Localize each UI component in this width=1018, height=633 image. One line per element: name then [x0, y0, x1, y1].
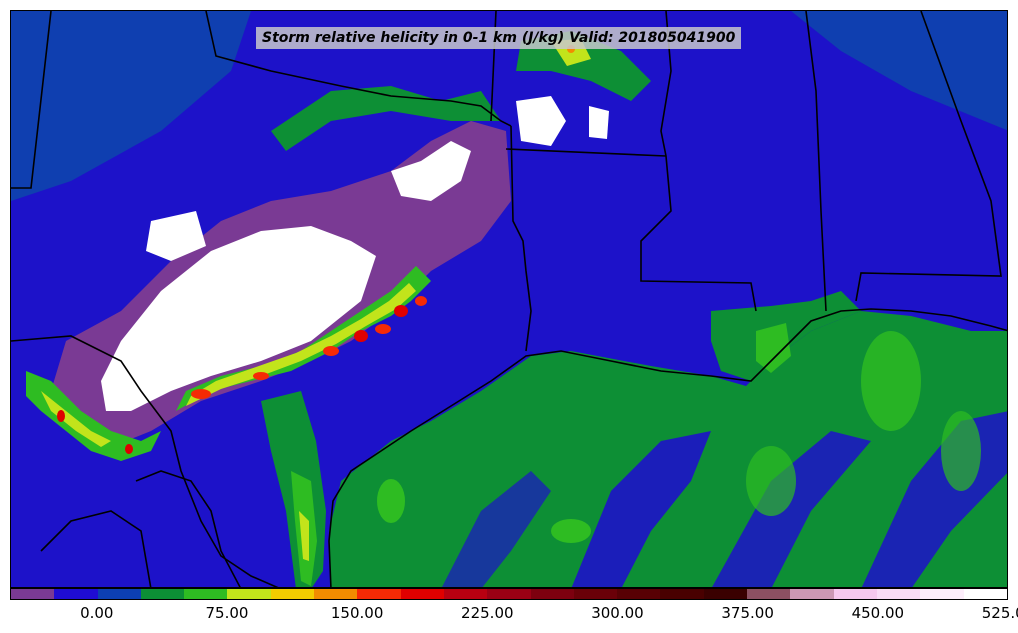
colorbar-swatch: [660, 589, 704, 599]
colorbar-swatch: [790, 589, 834, 599]
white-region: [516, 96, 566, 146]
colorbar-swatch: [314, 589, 358, 599]
colorbar-swatch: [747, 589, 791, 599]
border-nm: [11, 11, 52, 189]
helicity-core: [415, 296, 427, 306]
gulf-streak: [712, 431, 871, 587]
white-region: [146, 211, 206, 261]
gulf-patch: [941, 411, 981, 491]
colorbar-tick-label: 375.00: [721, 604, 774, 622]
colorbar-swatch: [876, 589, 921, 599]
map-title: Storm relative helicity in 0-1 km (J/kg)…: [256, 27, 742, 49]
gulf-coastline: [328, 308, 1007, 587]
colorbar-swatch: [184, 589, 228, 599]
green-patch: [756, 323, 791, 373]
helicity-line: [186, 283, 416, 406]
helicity-band: [299, 511, 309, 561]
gulf-streak: [571, 431, 711, 587]
colorbar-ticks: 0.00 75.00 150.00 225.00 300.00 375.00 450.00 5…: [10, 600, 1018, 633]
border-ga-fl: [855, 11, 1002, 302]
colorbar-swatch: [400, 589, 444, 599]
colorbar-swatch: [97, 589, 141, 599]
border-al: [805, 11, 827, 312]
white-region: [589, 106, 609, 139]
colorbar-swatch: [833, 589, 877, 599]
blue-band-region: [11, 11, 251, 201]
white-region: [101, 226, 376, 411]
white-region: [391, 141, 471, 201]
border-ms: [640, 11, 757, 312]
border-mexico-state: [135, 470, 241, 587]
colorbar-swatch: [617, 589, 661, 599]
colorbar-swatch: [920, 589, 964, 599]
helicity-core: [375, 324, 391, 334]
border-tx-la: [510, 125, 532, 352]
helicity-core: [394, 305, 408, 317]
helicity-cluster: [26, 371, 161, 461]
colorbar-tick-label: 0.00: [80, 604, 114, 622]
helicity-core: [354, 330, 368, 342]
gulf-patch: [551, 519, 591, 543]
colorbar-tick-label: 150.00: [330, 604, 384, 622]
colorbar-swatch: [357, 589, 401, 599]
colorbar-tick-label: 225.00: [461, 604, 514, 622]
helicity-core: [191, 389, 211, 399]
gulf-streak: [442, 471, 551, 587]
colorbar-swatch: [11, 589, 55, 599]
colorbar-swatch: [703, 589, 748, 599]
gulf-patch: [861, 331, 921, 431]
colorbar-swatch: [270, 589, 315, 599]
map-panel: Storm relative helicity in 0-1 km (J/kg)…: [10, 10, 1008, 588]
colorbar-swatch: [54, 589, 98, 599]
colorbar-swatch: [227, 589, 271, 599]
helicity-core: [57, 410, 65, 422]
green-patch: [271, 86, 501, 151]
colorbar-swatch: [530, 589, 574, 599]
border-mexico-state: [40, 510, 152, 587]
colorbar: [10, 588, 1008, 600]
helicity-core: [125, 444, 133, 454]
helicity-core: [323, 346, 339, 356]
border-ok-tx: [205, 11, 512, 127]
colorbar-tick-label: 300.00: [591, 604, 644, 622]
helicity-core: [253, 372, 269, 380]
border-mexico: [11, 335, 279, 587]
colorbar-tick-label: 75.00: [205, 604, 249, 622]
colorbar-tick-label: 450.00: [851, 604, 905, 622]
colorbar-tick-label: 525.00: [981, 604, 1018, 622]
colorbar-swatch: [140, 589, 185, 599]
border-ar-la: [505, 148, 667, 157]
colorbar-swatch: [573, 589, 618, 599]
gulf-patch: [377, 479, 405, 523]
helicity-cluster: [41, 391, 111, 447]
colorbar-swatch: [443, 589, 488, 599]
helicity-map: [11, 11, 1007, 587]
colorbar-swatch: [487, 589, 531, 599]
gulf-patch: [746, 446, 796, 516]
state-boundaries: [11, 11, 1002, 587]
colorbar-swatch: [963, 589, 1007, 599]
